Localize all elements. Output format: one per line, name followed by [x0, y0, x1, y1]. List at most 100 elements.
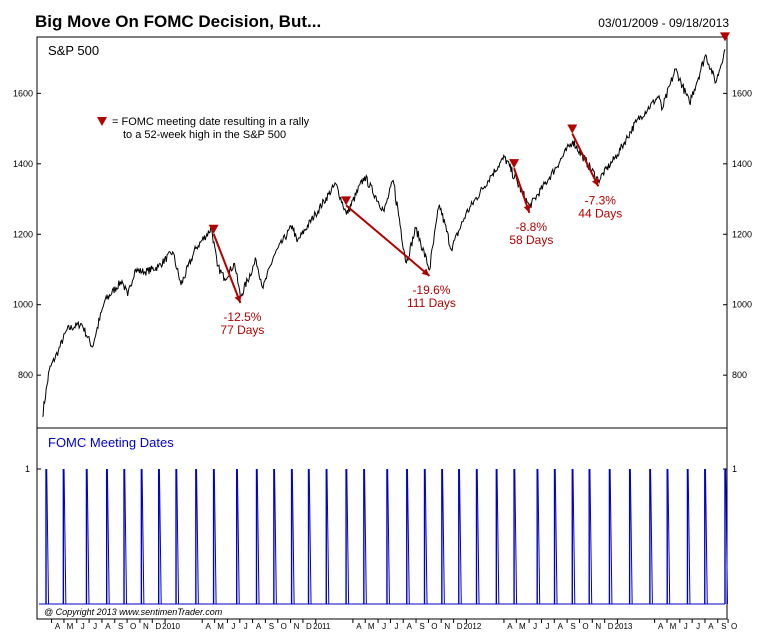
month-label: D	[155, 622, 161, 631]
fomc-panel-title: FOMC Meeting Dates	[48, 435, 174, 450]
fomc-bar-decay	[514, 468, 518, 605]
chart-title: Big Move On FOMC Decision, But...	[35, 12, 322, 31]
fomc-bar-decay	[704, 468, 708, 605]
month-label: A	[507, 622, 513, 631]
fomc-bar-decay	[158, 468, 162, 605]
drawdown-arrow-head	[421, 268, 430, 276]
price-y-tick-label-right: 800	[732, 370, 747, 380]
fomc-bar-decay	[141, 468, 145, 605]
sp500-line	[42, 49, 726, 417]
fomc-bar-decay	[589, 468, 593, 605]
month-label: A	[206, 622, 212, 631]
drawdown-days-label: 77 Days	[220, 323, 264, 337]
fomc-bar-decay	[476, 468, 480, 605]
fomc-rally-markers	[208, 32, 730, 234]
fomc-bar-decay	[308, 468, 312, 605]
month-label: A	[55, 622, 61, 631]
fomc-bar-decay	[213, 468, 217, 605]
fomc-y-tick-label-left: 1	[25, 464, 30, 474]
month-label: N	[294, 622, 300, 631]
fomc-bar-decay	[46, 468, 50, 605]
month-label: S	[721, 622, 726, 631]
price-y-tick-label-right: 1400	[732, 159, 752, 169]
fomc-bar-decay	[650, 468, 653, 605]
month-label: A	[356, 622, 362, 631]
month-label: J	[394, 622, 398, 631]
month-label: O	[431, 622, 437, 631]
price-y-axis: 800 800 1000 1000 1200 1200 1400 1400 1600 1600	[13, 88, 752, 380]
fomc-bar-decay	[236, 468, 240, 605]
price-y-tick-label-left: 800	[18, 370, 33, 380]
date-range: 03/01/2009 - 09/18/2013	[598, 16, 729, 30]
drawdown-arrows	[212, 133, 600, 304]
month-label: S	[118, 622, 123, 631]
fomc-bar-decay	[609, 468, 613, 605]
fomc-bar-decay	[196, 468, 199, 605]
price-y-tick-label-right: 1000	[732, 300, 752, 310]
month-label: J	[244, 622, 248, 631]
drawdown-days-label: 44 Days	[578, 206, 622, 220]
fomc-rally-marker	[341, 196, 352, 206]
fomc-bars	[39, 468, 728, 605]
month-label: J	[546, 622, 550, 631]
price-panel-frame	[36, 36, 728, 429]
price-y-tick-label-left: 1600	[13, 88, 33, 98]
month-label: D	[306, 622, 312, 631]
month-label: O	[281, 622, 287, 631]
drawdown-days-label: 58 Days	[509, 233, 553, 247]
month-label: M	[217, 622, 224, 631]
month-label: N	[444, 622, 450, 631]
fomc-bar-decay	[176, 468, 180, 605]
drawdown-arrow-head	[523, 204, 531, 213]
fomc-bar-decay	[725, 468, 728, 605]
drawdown-pct-label: -8.8%	[516, 220, 548, 234]
fomc-bar-decay	[63, 468, 67, 605]
month-label: D	[457, 622, 463, 631]
fomc-bar-decay	[442, 468, 445, 605]
fomc-y-tick-label-right: 1	[732, 464, 737, 474]
sp500-series	[42, 49, 726, 417]
drawdown-arrow-shaft	[345, 204, 431, 277]
month-label: S	[570, 622, 575, 631]
fomc-bar-decay	[106, 468, 110, 605]
month-label: J	[684, 622, 688, 631]
fomc-bar-decay	[256, 468, 260, 605]
price-y-tick-label-left: 1200	[13, 229, 33, 239]
fomc-bar-decay	[346, 468, 350, 605]
month-label: N	[595, 622, 601, 631]
drawdown-pct-label: -12.5%	[223, 310, 261, 324]
month-label: D	[608, 622, 614, 631]
drawdown-arrow-head	[234, 294, 242, 303]
legend-marker-icon	[97, 117, 107, 126]
fomc-rally-marker	[720, 32, 730, 42]
month-label: J	[231, 622, 235, 631]
month-label: J	[81, 622, 85, 631]
fomc-bar-decay	[387, 468, 390, 605]
drawdown-pct-label: -19.6%	[412, 283, 450, 297]
fomc-bar-decay	[496, 468, 500, 605]
month-label: 2013	[615, 622, 633, 631]
month-label: A	[658, 622, 664, 631]
drawdown-pct-label: -7.3%	[585, 193, 617, 207]
month-axis: A M J J A S O N D 2010 A M J J A S O N D 2011 A M J J A S O N D 2012 A…	[51, 619, 737, 631]
fomc-bar-decay	[291, 468, 295, 605]
month-label: O	[130, 622, 136, 631]
fomc-bar-decay	[687, 468, 691, 605]
fomc-bar-decay	[364, 468, 367, 605]
month-label: M	[670, 622, 677, 631]
price-y-tick-label-left: 1000	[13, 300, 33, 310]
fomc-bar-decay	[458, 468, 462, 605]
month-label: A	[407, 622, 413, 631]
fomc-bar-decay	[86, 468, 90, 605]
month-label: J	[382, 622, 386, 631]
fomc-bar-decay	[274, 468, 277, 605]
fomc-bar-decay	[554, 468, 558, 605]
price-y-tick-label-right: 1600	[732, 88, 752, 98]
price-panel-title: S&P 500	[48, 43, 99, 58]
month-label: J	[93, 622, 97, 631]
month-label: 2011	[313, 622, 331, 631]
fomc-bar-decay	[424, 468, 428, 605]
month-label: O	[731, 622, 737, 631]
fomc-rally-marker	[509, 159, 520, 169]
